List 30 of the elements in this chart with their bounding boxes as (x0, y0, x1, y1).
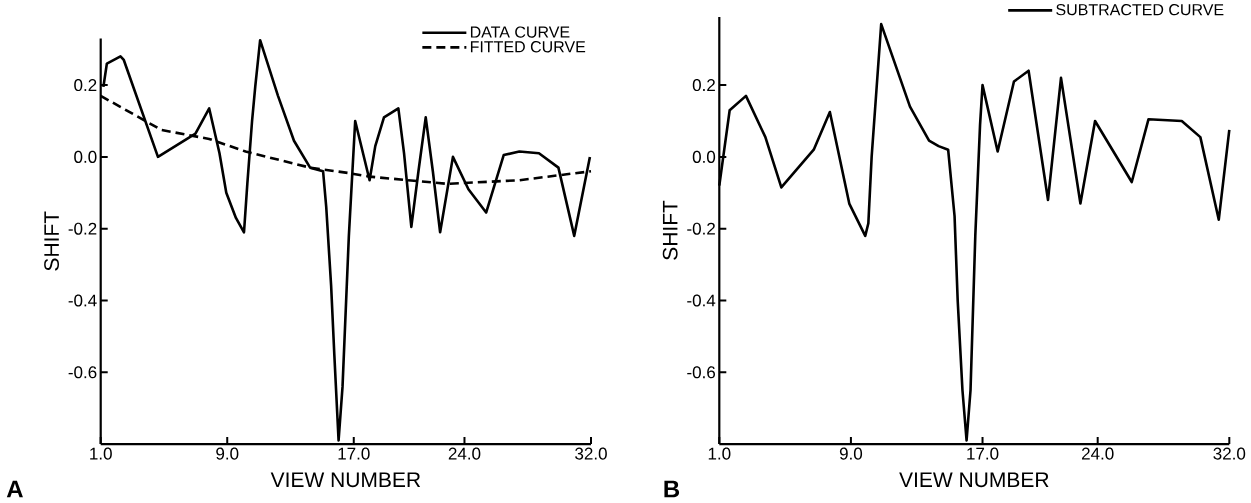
y-tick-label: -0.6 (687, 366, 716, 379)
y-axis-title: SHIFT (44, 211, 60, 271)
x-tick-label: 32.0 (575, 447, 607, 460)
x-axis-title: VIEW NUMBER (270, 472, 421, 488)
y-axis-title: SHIFT (662, 200, 678, 260)
x-tick-label: 1.0 (90, 447, 112, 460)
y-tick-label: 0.0 (692, 150, 716, 164)
x-tick-label: 17.0 (967, 447, 999, 460)
y-tick-label: 0.2 (74, 79, 97, 92)
x-tick-label: 9.0 (216, 447, 239, 460)
legend-label: DATA CURVE (470, 26, 570, 38)
y-tick-label: -0.6 (68, 366, 97, 379)
x-tick-label: 9.0 (839, 447, 863, 460)
y-tick-label: 0.0 (74, 150, 97, 164)
legend-label: FITTED CURVE (470, 41, 586, 53)
line-series (102, 39, 592, 442)
y-tick-label: -0.4 (687, 294, 716, 307)
y-tick-label: -0.2 (687, 222, 715, 235)
y-tick-label: 0.2 (692, 79, 715, 92)
legend-label: SUBTRACTED CURVE (1056, 4, 1224, 16)
text: A (6, 480, 23, 498)
x-tick-label: 17.0 (338, 447, 370, 460)
text: B (664, 480, 680, 498)
y-tick-label: -0.2 (68, 222, 97, 235)
x-tick-label: 24.0 (448, 447, 481, 460)
y-tick-label: -0.4 (68, 294, 97, 307)
x-tick-label: 24.0 (1082, 447, 1114, 460)
x-tick-label: 1.0 (708, 447, 731, 460)
x-axis-title: VIEW NUMBER (899, 472, 1049, 488)
x-tick-label: 32.0 (1213, 447, 1246, 460)
